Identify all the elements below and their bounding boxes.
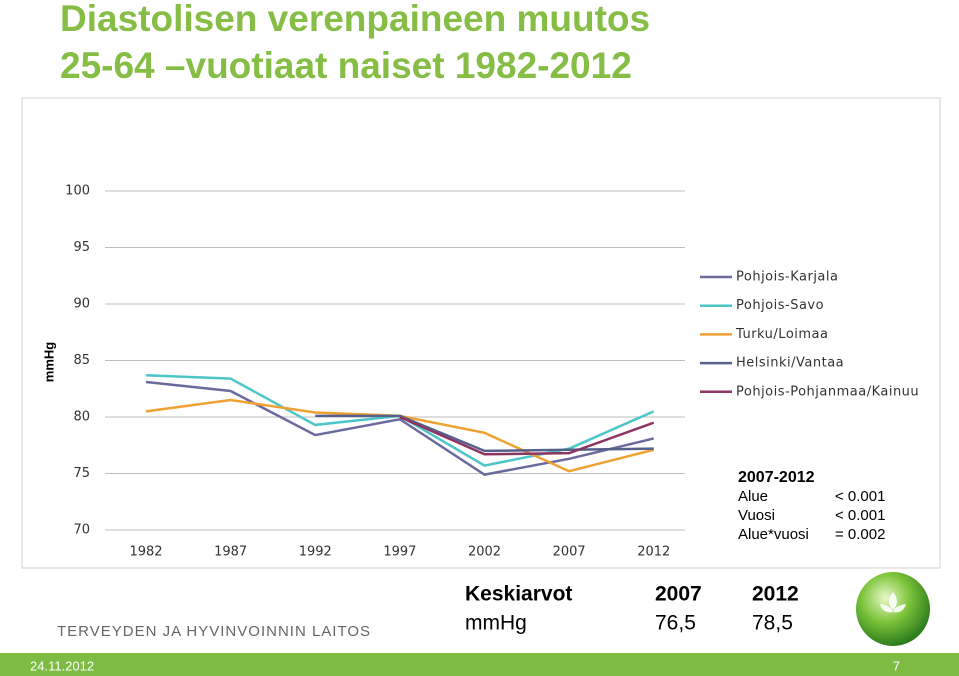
footer-bar [0,653,959,676]
page-number: 7 [893,658,900,673]
means-cell: mmHg [465,612,527,635]
legend-label: Helsinki/Vantaa [736,356,844,371]
legend-label: Turku/Loimaa [735,327,828,342]
y-tick-label: 95 [73,240,90,255]
slide-title: Diastolisen verenpaineen muutos [60,0,650,39]
legend-label: Pohjois-Pohjanmaa/Kainuu [736,384,919,399]
series-line [145,398,655,473]
x-tick-label: 1987 [214,545,247,560]
stats-value: < 0.001 [835,507,885,524]
x-tick-label: 1982 [129,545,162,560]
stats-label: Alue [738,488,768,505]
stats-value: < 0.001 [835,488,885,505]
x-tick-label: 2002 [468,545,501,560]
slide-title: 25-64 –vuotiaat naiset 1982-2012 [60,45,632,86]
means-header: Keskiarvot [465,583,572,606]
chart-frame [21,97,941,569]
y-tick-label: 80 [73,410,90,425]
y-axis-label: mmHg [41,342,56,383]
y-tick-label: 100 [65,184,90,199]
logo-leaf [880,592,906,613]
y-tick-label: 75 [73,466,90,481]
legend-label: Pohjois-Savo [736,298,824,313]
means-header: 2007 [655,583,702,606]
series-line [145,380,655,476]
series-line [399,415,655,456]
y-tick-label: 90 [73,297,90,312]
stats-title: 2007-2012 [738,469,815,486]
legend-label: Pohjois-Karjala [736,270,838,285]
means-header: 2012 [752,583,799,606]
x-tick-label: 1997 [383,545,416,560]
means-cell: 78,5 [752,612,793,635]
y-tick-label: 85 [73,353,90,368]
x-tick-label: 1992 [299,545,332,560]
series-line [315,414,654,453]
stats-value: = 0.002 [835,526,885,543]
footer-date: 24.11.2012 [30,658,94,673]
stats-label: Alue*vuosi [738,526,809,543]
means-table: Keskiarvot 2007 2012 mmHg 76,5 78,5 [465,583,799,635]
means-cell: 76,5 [655,612,696,635]
x-tick-label: 2007 [553,545,586,560]
logo-text: TERVEYDEN JA HYVINVOINNIN LAITOS [57,623,371,640]
x-tick-label: 2012 [637,545,670,560]
stats-label: Vuosi [738,507,775,524]
stats: 2007-2012 Alue < 0.001 Vuosi < 0.001 Alue*vuo… [738,469,885,543]
y-tick-label: 70 [73,523,90,538]
